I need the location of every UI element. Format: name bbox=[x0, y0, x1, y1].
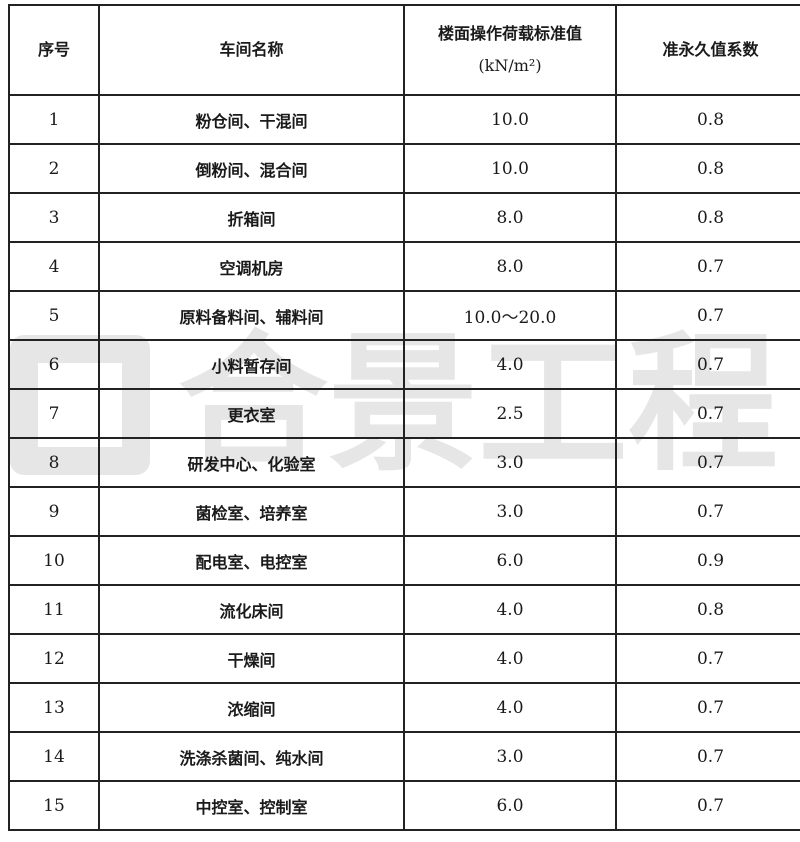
row-workshop-name: 配电室、电控室 bbox=[98, 535, 405, 586]
row-coefficient: 0.8 bbox=[615, 94, 800, 145]
row-load: 8.0 bbox=[403, 241, 617, 292]
table-row: 3 折箱间 8.0 0.8 bbox=[8, 192, 800, 243]
row-coefficient: 0.7 bbox=[615, 388, 800, 439]
table-row: 7 更衣室 2.5 0.7 bbox=[8, 388, 800, 439]
row-load: 3.0 bbox=[403, 437, 617, 488]
row-workshop-name: 更衣室 bbox=[98, 388, 405, 439]
row-load: 4.0 bbox=[403, 584, 617, 635]
row-coefficient: 0.7 bbox=[615, 437, 800, 488]
row-coefficient: 0.7 bbox=[615, 486, 800, 537]
row-workshop-name: 原料备料间、辅料间 bbox=[98, 290, 405, 341]
row-index: 2 bbox=[8, 143, 100, 194]
row-workshop-name: 干燥间 bbox=[98, 633, 405, 684]
table-row: 13 浓缩间 4.0 0.7 bbox=[8, 682, 800, 733]
row-coefficient: 0.7 bbox=[615, 633, 800, 684]
table-row: 15 中控室、控制室 6.0 0.7 bbox=[8, 780, 800, 831]
row-index: 1 bbox=[8, 94, 100, 145]
row-coefficient: 0.7 bbox=[615, 780, 800, 831]
header-coefficient: 准永久值系数 bbox=[615, 4, 800, 96]
row-coefficient: 0.9 bbox=[615, 535, 800, 586]
table-row: 10 配电室、电控室 6.0 0.9 bbox=[8, 535, 800, 586]
row-workshop-name: 研发中心、化验室 bbox=[98, 437, 405, 488]
table-row: 2 倒粉间、混合间 10.0 0.8 bbox=[8, 143, 800, 194]
row-index: 5 bbox=[8, 290, 100, 341]
row-load: 4.0 bbox=[403, 633, 617, 684]
row-index: 9 bbox=[8, 486, 100, 537]
header-index: 序号 bbox=[8, 4, 100, 96]
row-workshop-name: 流化床间 bbox=[98, 584, 405, 635]
row-index: 6 bbox=[8, 339, 100, 390]
header-load: 楼面操作荷载标准值 (kN/m²) bbox=[403, 4, 617, 96]
row-index: 3 bbox=[8, 192, 100, 243]
row-index: 13 bbox=[8, 682, 100, 733]
table-row: 9 菌检室、培养室 3.0 0.7 bbox=[8, 486, 800, 537]
row-workshop-name: 菌检室、培养室 bbox=[98, 486, 405, 537]
row-workshop-name: 小料暂存间 bbox=[98, 339, 405, 390]
table-row: 12 干燥间 4.0 0.7 bbox=[8, 633, 800, 684]
row-index: 12 bbox=[8, 633, 100, 684]
row-workshop-name: 倒粉间、混合间 bbox=[98, 143, 405, 194]
row-load: 10.0 bbox=[403, 143, 617, 194]
load-table: 序号 车间名称 楼面操作荷载标准值 (kN/m²) 准永久值系数 1 粉仓间、干混… bbox=[8, 4, 800, 831]
header-load-label: 楼面操作荷载标准值 bbox=[437, 24, 582, 43]
table-row: 8 研发中心、化验室 3.0 0.7 bbox=[8, 437, 800, 488]
row-workshop-name: 空调机房 bbox=[98, 241, 405, 292]
header-workshop-name: 车间名称 bbox=[98, 4, 405, 96]
row-index: 7 bbox=[8, 388, 100, 439]
row-workshop-name: 折箱间 bbox=[98, 192, 405, 243]
row-coefficient: 0.7 bbox=[615, 290, 800, 341]
row-workshop-name: 浓缩间 bbox=[98, 682, 405, 733]
row-workshop-name: 洗涤杀菌间、纯水间 bbox=[98, 731, 405, 782]
row-workshop-name: 粉仓间、干混间 bbox=[98, 94, 405, 145]
row-coefficient: 0.8 bbox=[615, 192, 800, 243]
row-index: 4 bbox=[8, 241, 100, 292]
row-coefficient: 0.8 bbox=[615, 584, 800, 635]
row-workshop-name: 中控室、控制室 bbox=[98, 780, 405, 831]
row-load: 10.0 bbox=[403, 94, 617, 145]
row-load: 4.0 bbox=[403, 339, 617, 390]
row-coefficient: 0.7 bbox=[615, 241, 800, 292]
table-row: 4 空调机房 8.0 0.7 bbox=[8, 241, 800, 292]
row-load: 10.0～20.0 bbox=[403, 290, 617, 341]
row-index: 14 bbox=[8, 731, 100, 782]
row-load: 6.0 bbox=[403, 535, 617, 586]
row-coefficient: 0.8 bbox=[615, 143, 800, 194]
table-row: 1 粉仓间、干混间 10.0 0.8 bbox=[8, 94, 800, 145]
table-row: 5 原料备料间、辅料间 10.0～20.0 0.7 bbox=[8, 290, 800, 341]
table-row: 6 小料暂存间 4.0 0.7 bbox=[8, 339, 800, 390]
row-load: 2.5 bbox=[403, 388, 617, 439]
table-row: 11 流化床间 4.0 0.8 bbox=[8, 584, 800, 635]
row-load: 3.0 bbox=[403, 731, 617, 782]
header-load-unit: (kN/m²) bbox=[478, 56, 542, 75]
row-load: 6.0 bbox=[403, 780, 617, 831]
row-load: 8.0 bbox=[403, 192, 617, 243]
row-index: 8 bbox=[8, 437, 100, 488]
row-index: 10 bbox=[8, 535, 100, 586]
row-index: 11 bbox=[8, 584, 100, 635]
row-coefficient: 0.7 bbox=[615, 339, 800, 390]
row-load: 3.0 bbox=[403, 486, 617, 537]
row-load: 4.0 bbox=[403, 682, 617, 733]
header-row: 序号 车间名称 楼面操作荷载标准值 (kN/m²) 准永久值系数 bbox=[8, 4, 800, 96]
table-row: 14 洗涤杀菌间、纯水间 3.0 0.7 bbox=[8, 731, 800, 782]
row-coefficient: 0.7 bbox=[615, 731, 800, 782]
row-coefficient: 0.7 bbox=[615, 682, 800, 733]
row-index: 15 bbox=[8, 780, 100, 831]
